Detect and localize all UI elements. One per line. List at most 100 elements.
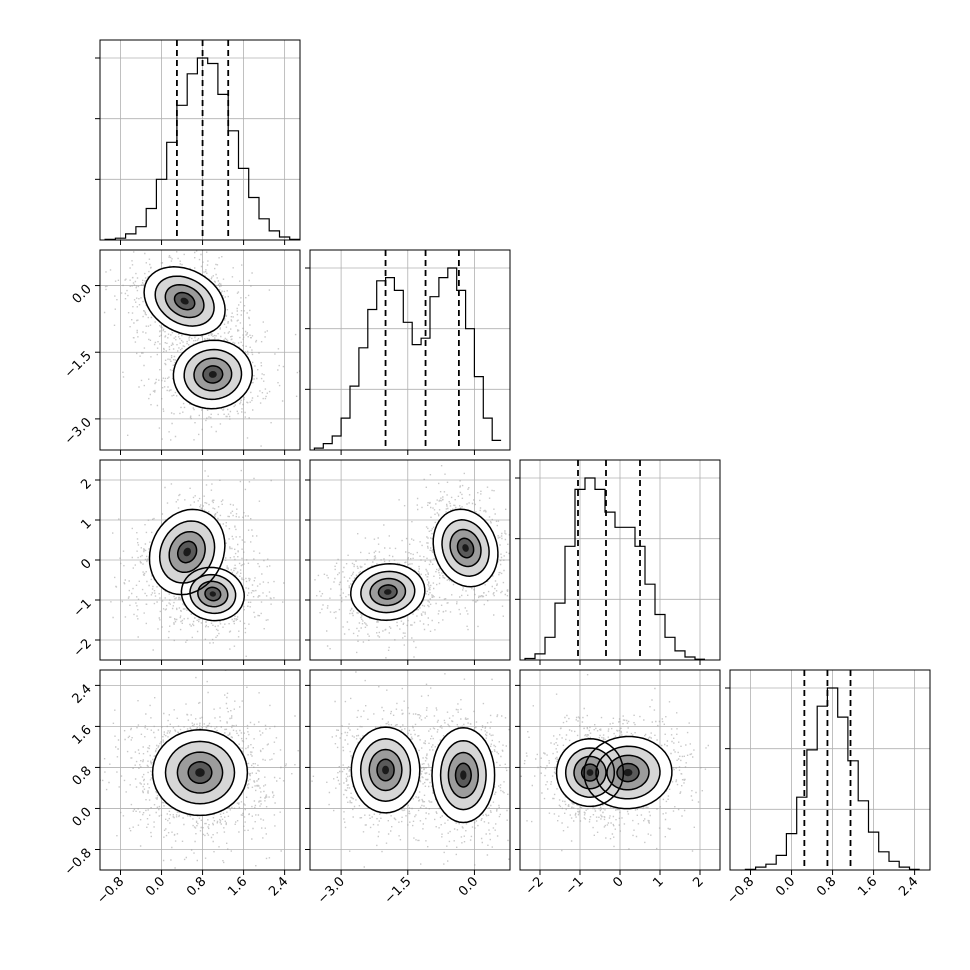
xtick-label: −0.8 (724, 874, 757, 907)
ytick-label: 1 (78, 516, 94, 532)
contour-0-1 (432, 508, 499, 588)
contour-3-1 (204, 586, 222, 602)
panel-2-1 (305, 459, 511, 665)
panel-frame (309, 249, 511, 451)
histogram-2 (524, 477, 705, 660)
contour-3-0 (187, 761, 213, 785)
contour-3-0 (377, 584, 398, 600)
contour-1-1 (595, 745, 661, 800)
ytick-label: −1 (71, 596, 95, 620)
xtick-label: −1 (563, 874, 587, 898)
ytick-label: 0.8 (70, 764, 95, 789)
xtick-label: 2.4 (266, 874, 291, 899)
xtick-label: 1 (650, 874, 666, 890)
xtick-label: −3.0 (315, 874, 348, 907)
contour-1-1 (441, 519, 490, 577)
xtick-label: 0 (610, 874, 626, 890)
xtick-label: 0.8 (814, 874, 839, 899)
ytick-label: −0.8 (62, 846, 95, 879)
contour-0-1 (431, 726, 496, 824)
contour-0-1 (583, 735, 673, 810)
xtick-label: −1.5 (382, 874, 415, 907)
contour-2-0 (168, 530, 206, 574)
histogram-1 (313, 267, 502, 450)
panel-3-3: −0.8 0.0 0.8 1.6 2.4 (724, 669, 931, 907)
contour-1-1 (189, 573, 237, 615)
density-level-4-0 (382, 765, 389, 775)
contour-1-0 (359, 738, 412, 802)
ytick-label: 1.6 (70, 723, 95, 748)
xtick-label: 2.4 (896, 874, 921, 899)
xtick-label: −0.8 (94, 874, 127, 907)
contour-3-0 (580, 763, 600, 782)
contour-1-0 (564, 747, 616, 798)
contour-2-0 (369, 577, 407, 607)
density-level-4-0 (183, 547, 191, 557)
panel-3-2: −2 −1 0 1 2 (515, 669, 721, 898)
scatter-points (520, 674, 709, 852)
joint-3-1 (311, 671, 510, 868)
contour-1-0 (154, 275, 215, 327)
contour-2-1 (449, 528, 482, 568)
histogram-3 (744, 687, 920, 870)
panel-1-0: −3.0 −1.5 0.0 (62, 249, 301, 455)
panel-3-1: −3.0 −1.5 0.0 (305, 669, 511, 907)
density-level-4-0 (384, 589, 392, 595)
xtick-label: 0.8 (184, 874, 209, 899)
joint-3-0 (100, 670, 299, 869)
panel-1-1 (305, 249, 511, 455)
xtick-label: −2 (523, 874, 547, 898)
contour-0-0 (350, 726, 421, 814)
contour-0-0 (350, 562, 426, 622)
ytick-label: 0.0 (70, 282, 95, 307)
panels-layer: −3.0 −1.5 0.0 −2 −1 0 1 2 −0.8 0.0 0.8 1.6 2.4 −0.8 0.… (62, 39, 931, 907)
density-level-4-0 (180, 297, 189, 305)
xtick-label: 1.6 (225, 874, 250, 899)
contour-1-0 (158, 520, 216, 584)
contour-2-1 (193, 357, 233, 392)
contour-1-0 (360, 570, 416, 614)
xtick-label: 1.6 (855, 874, 880, 899)
contour-0-0 (151, 728, 249, 817)
joint-2-0 (110, 469, 285, 657)
panel-frame (309, 669, 511, 871)
ytick-label: 2.4 (70, 682, 95, 707)
xtick-label: 2 (690, 874, 706, 890)
scatter-points (314, 465, 510, 659)
xtick-label: 0.0 (456, 874, 481, 899)
contour-3-1 (456, 537, 475, 559)
contour-3-0 (376, 758, 395, 782)
contour-2-1 (606, 754, 650, 791)
panel-frame (99, 669, 301, 871)
contour-2-0 (176, 751, 224, 794)
density-level-4-1 (462, 544, 469, 552)
contour-0-0 (143, 266, 226, 337)
panel-frame (99, 39, 301, 241)
panel-2-0: −2 −1 0 1 2 (71, 459, 301, 665)
contour-2-0 (573, 755, 607, 790)
density-level-4-1 (209, 591, 216, 597)
contour-3-0 (176, 540, 198, 564)
panel-2-2 (515, 459, 721, 665)
ytick-label: −3.0 (62, 415, 95, 448)
histogram-0 (104, 57, 300, 240)
contour-1-0 (164, 740, 236, 805)
ytick-label: −2 (71, 636, 95, 660)
density-level-4-1 (623, 769, 633, 777)
density-level-4-0 (195, 768, 205, 777)
contour-1-1 (439, 739, 487, 811)
contour-3-1 (454, 762, 472, 788)
ytick-label: 0 (78, 556, 94, 572)
panel-0-0 (95, 39, 301, 245)
ytick-label: −1.5 (62, 348, 95, 381)
contour-2-1 (447, 751, 480, 799)
joint-3-2 (520, 674, 709, 852)
contour-0-0 (148, 508, 226, 596)
panel-frame (729, 669, 931, 871)
contour-0-1 (172, 339, 253, 410)
panel-frame (99, 249, 301, 451)
joint-1-0 (103, 250, 300, 447)
contour-2-1 (197, 580, 229, 608)
density-level-4-0 (586, 769, 594, 776)
contour-3-1 (202, 365, 224, 384)
